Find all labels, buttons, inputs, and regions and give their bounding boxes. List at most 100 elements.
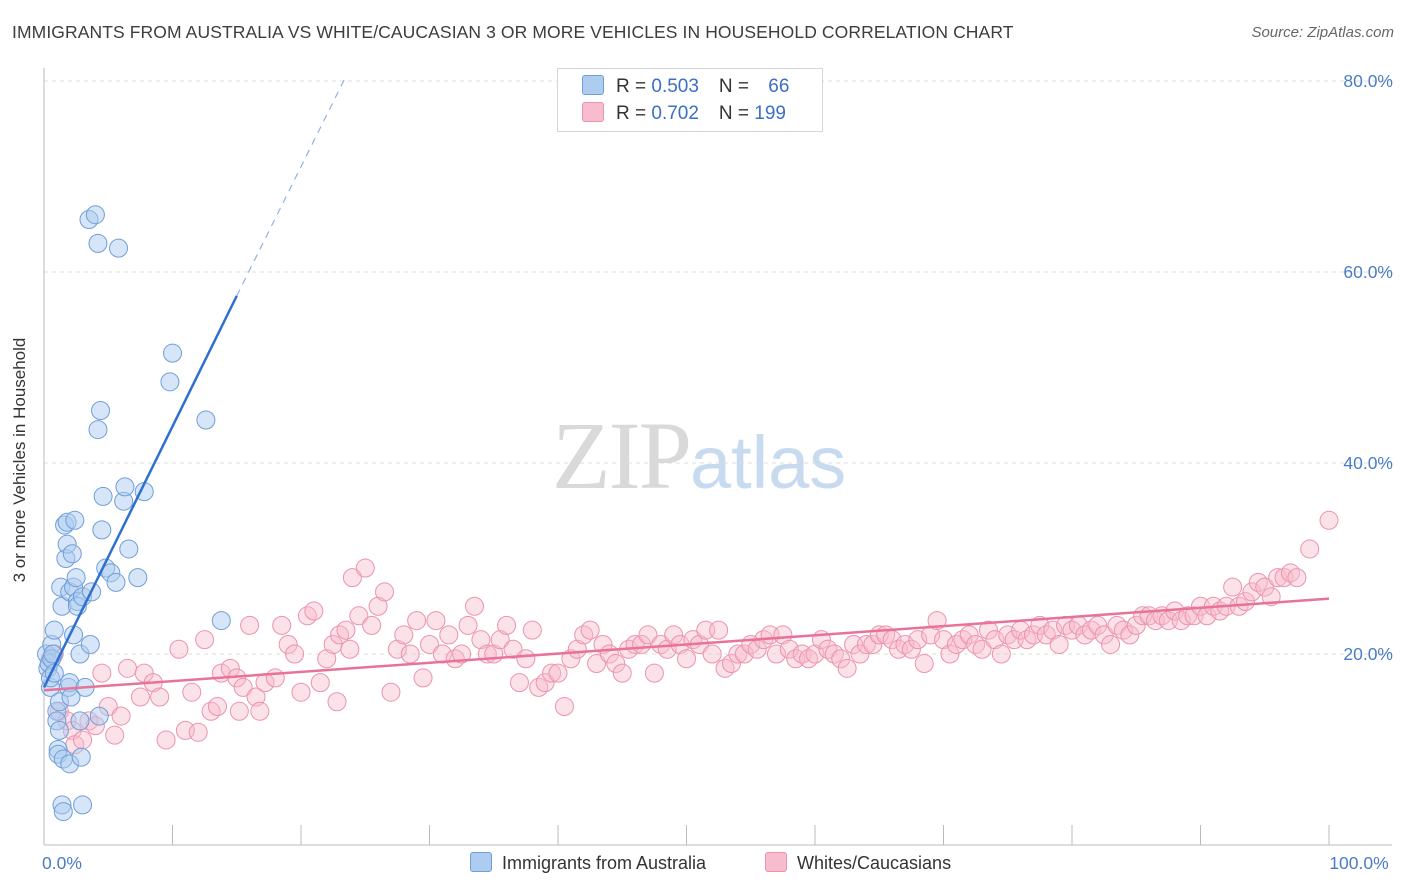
y-tick-label: 20.0% xyxy=(1343,644,1393,664)
point-whites-caucasians xyxy=(978,620,998,640)
point-whites-caucasians xyxy=(1030,615,1050,635)
point-whites-caucasians xyxy=(779,639,799,659)
legend-swatch-blue xyxy=(582,75,604,95)
point-whites-caucasians xyxy=(73,730,93,750)
point-whites-caucasians xyxy=(130,687,150,707)
chart-title: IMMIGRANTS FROM AUSTRALIA VS WHITE/CAUCA… xyxy=(12,22,1014,42)
point-whites-caucasians xyxy=(233,677,253,697)
point-whites-caucasians xyxy=(304,601,324,621)
point-whites-caucasians xyxy=(934,630,953,650)
point-immigrants-australia xyxy=(53,802,73,822)
series-swatch-pink xyxy=(765,852,787,872)
point-whites-caucasians xyxy=(272,615,292,635)
point-whites-caucasians xyxy=(908,630,928,650)
point-immigrants-australia xyxy=(62,544,82,564)
series-swatch-blue xyxy=(470,852,492,872)
series-legend-label: Immigrants from Australia xyxy=(502,853,707,873)
point-whites-caucasians xyxy=(985,630,1005,650)
point-immigrants-australia xyxy=(211,611,231,631)
point-whites-caucasians xyxy=(291,682,311,702)
point-whites-caucasians xyxy=(863,634,883,654)
point-whites-caucasians xyxy=(734,644,754,664)
point-whites-caucasians xyxy=(1120,625,1140,645)
point-whites-caucasians xyxy=(901,639,921,659)
point-whites-caucasians xyxy=(342,568,362,588)
point-whites-caucasians xyxy=(1242,582,1262,602)
point-whites-caucasians xyxy=(246,687,266,707)
point-whites-caucasians xyxy=(387,639,407,659)
x-tick-label: 100.0% xyxy=(1329,853,1388,873)
point-whites-caucasians xyxy=(1223,577,1243,597)
point-whites-caucasians xyxy=(773,625,793,645)
point-whites-caucasians xyxy=(535,673,555,693)
point-whites-caucasians xyxy=(542,663,562,683)
point-whites-caucasians xyxy=(991,644,1011,664)
point-whites-caucasians xyxy=(612,663,632,683)
point-whites-caucasians xyxy=(394,625,414,645)
y-tick-label: 60.0% xyxy=(1343,262,1393,282)
point-whites-caucasians xyxy=(805,644,825,664)
point-whites-caucasians xyxy=(702,644,722,664)
point-immigrants-australia xyxy=(88,233,108,253)
point-whites-caucasians xyxy=(914,654,934,674)
point-whites-caucasians xyxy=(169,639,189,659)
point-immigrants-australia xyxy=(163,343,182,363)
point-immigrants-australia xyxy=(49,720,69,740)
y-tick-label: 80.0% xyxy=(1343,71,1393,91)
point-whites-caucasians xyxy=(285,644,305,664)
point-whites-caucasians xyxy=(426,611,446,631)
point-whites-caucasians xyxy=(407,611,427,631)
point-whites-caucasians xyxy=(188,722,208,742)
point-whites-caucasians xyxy=(1300,539,1320,559)
point-immigrants-australia xyxy=(160,372,180,392)
point-whites-caucasians xyxy=(721,654,741,674)
point-whites-caucasians xyxy=(664,625,684,645)
legend-r-value: 0.702 xyxy=(651,103,699,124)
legend-n-value: 199 xyxy=(754,103,786,124)
point-whites-caucasians xyxy=(265,668,285,688)
point-whites-caucasians xyxy=(1319,510,1339,530)
point-whites-caucasians xyxy=(606,654,626,674)
point-whites-caucasians xyxy=(381,682,401,702)
legend-n-value: 66 xyxy=(768,76,790,97)
point-whites-caucasians xyxy=(856,634,876,654)
point-immigrants-australia xyxy=(92,520,112,540)
point-whites-caucasians xyxy=(509,673,529,693)
point-whites-caucasians xyxy=(959,625,979,645)
point-whites-caucasians xyxy=(207,697,227,717)
point-whites-caucasians xyxy=(413,668,433,688)
point-whites-caucasians xyxy=(464,596,484,616)
point-whites-caucasians xyxy=(522,620,542,640)
point-whites-caucasians xyxy=(554,697,574,717)
point-whites-caucasians xyxy=(439,625,459,645)
series-legend-label: Whites/Caucasians xyxy=(797,853,952,873)
legend-r-label: R = xyxy=(616,76,652,97)
point-immigrants-australia xyxy=(73,795,93,815)
point-immigrants-australia xyxy=(115,477,135,497)
legend-row-australia: R = 0.503 N = 66 xyxy=(582,75,789,99)
point-whites-caucasians xyxy=(240,615,260,635)
point-whites-caucasians xyxy=(709,620,729,640)
series-legend-australia: Immigrants from Australia xyxy=(470,852,706,874)
point-whites-caucasians xyxy=(317,649,337,669)
point-whites-caucasians xyxy=(587,654,607,674)
point-whites-caucasians xyxy=(229,701,249,721)
point-whites-caucasians xyxy=(118,658,138,678)
point-immigrants-australia xyxy=(80,634,100,654)
series-legend: Immigrants from Australia Whites/Caucasi… xyxy=(0,852,1406,878)
watermark-zip: ZIP xyxy=(552,402,692,509)
point-whites-caucasians xyxy=(831,649,851,669)
point-immigrants-australia xyxy=(66,568,86,588)
x-tick-label: 0.0% xyxy=(42,853,82,873)
point-immigrants-australia xyxy=(106,572,126,592)
point-whites-caucasians xyxy=(111,706,131,726)
point-whites-caucasians xyxy=(195,630,215,650)
legend-n-label: N = xyxy=(718,76,755,97)
legend-n-label: N = xyxy=(718,103,755,124)
trendline-immigrants-australia xyxy=(42,295,238,688)
point-whites-caucasians xyxy=(516,649,536,669)
point-whites-caucasians xyxy=(766,644,786,664)
point-whites-caucasians xyxy=(1268,568,1288,588)
point-whites-caucasians xyxy=(1101,634,1121,654)
